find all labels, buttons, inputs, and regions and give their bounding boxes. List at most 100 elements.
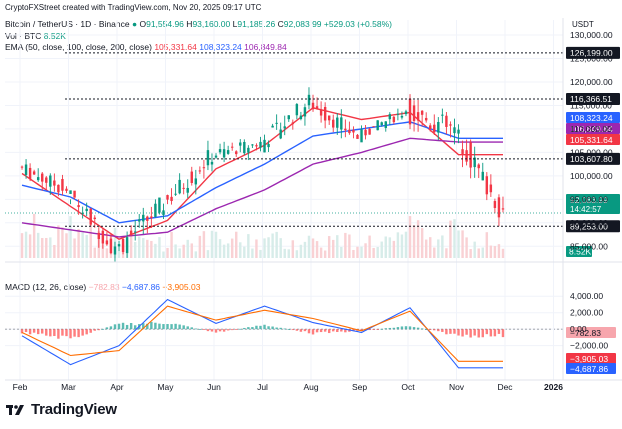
volume-row[interactable]: Vol · BTC 8.52K — [5, 31, 66, 41]
time-tick-label: Sep — [352, 382, 367, 392]
volume-bar — [388, 237, 392, 258]
macd-row[interactable]: MACD (12, 26, close) −782.83 −4,687.86 −… — [5, 282, 200, 292]
macd-histogram-bar — [125, 324, 129, 330]
candle-body — [420, 110, 424, 115]
volume-bar — [279, 238, 282, 258]
macd-histogram-bar — [489, 329, 493, 337]
ema-label: EMA (50, close, 100, close, 200, close) — [5, 42, 152, 52]
macd-histogram-bar — [352, 329, 355, 331]
candle-body — [53, 180, 56, 186]
level-badge — [566, 93, 620, 106]
attribution-text: CryptoFXStreet created with TradingView.… — [5, 3, 262, 12]
volume-bar — [198, 235, 202, 258]
time-tick-label: Dec — [497, 382, 513, 392]
candle-body — [138, 219, 141, 222]
price-badge — [566, 134, 620, 145]
macd-histogram-bar — [319, 329, 323, 333]
ema100-line — [21, 121, 503, 224]
volume-bar — [267, 237, 270, 258]
candle-body — [311, 102, 315, 110]
candle-body — [473, 157, 476, 168]
volume-bar — [275, 231, 278, 258]
macd-histogram-bar — [69, 329, 72, 339]
candle-body — [226, 150, 230, 154]
macd-histogram-bar — [303, 329, 307, 332]
macd-histogram-bar — [259, 325, 262, 330]
volume-bar — [247, 234, 250, 258]
candle-body — [327, 115, 331, 121]
macd-histogram-bar — [239, 328, 242, 330]
candle-body — [69, 190, 72, 194]
open-label: O — [139, 19, 147, 29]
macd-histogram-bar — [461, 329, 464, 337]
candle-body — [150, 216, 153, 219]
candle-body — [453, 127, 456, 134]
macd-histogram-bar — [441, 329, 444, 332]
ema-row[interactable]: EMA (50, close, 100, close, 200, close) … — [5, 42, 287, 52]
candle-body — [202, 167, 206, 169]
macd-histogram-bar — [89, 329, 92, 333]
macd-histogram-bar — [101, 328, 105, 330]
candle-body — [73, 190, 76, 198]
volume-bar — [433, 247, 436, 258]
volume-bar — [364, 243, 367, 258]
candle-body — [348, 129, 351, 134]
candle-body — [299, 115, 303, 120]
candle-body — [255, 145, 258, 147]
tradingview-logo[interactable]: TradingView — [6, 401, 117, 418]
volume-bar — [380, 241, 383, 258]
volume-bar — [263, 238, 266, 258]
candle-body — [101, 230, 105, 244]
price-badge-label: 105,331.64 — [570, 135, 613, 145]
volume-bar — [449, 220, 452, 258]
volume-bar — [138, 236, 141, 258]
macd-histogram-bar — [174, 323, 177, 330]
candle-body — [336, 117, 339, 128]
macd-histogram-bar — [469, 329, 472, 338]
macd-histogram-bar — [477, 329, 480, 338]
macd-badge — [566, 353, 616, 364]
candle-body — [24, 164, 28, 175]
volume-bar — [162, 251, 165, 258]
macd-histogram-bar — [392, 327, 396, 330]
volume-bar — [408, 216, 412, 258]
candle-body — [41, 173, 44, 182]
macd-histogram-bar — [166, 324, 169, 330]
candle-body — [372, 126, 375, 128]
macd-histogram-bar — [45, 329, 48, 336]
macd-histogram-bar — [416, 327, 420, 330]
price-tick-label: 105,000.00 — [570, 147, 613, 157]
volume-bar — [327, 236, 331, 258]
macd-histogram-bar — [332, 329, 335, 332]
macd-histogram-bar — [336, 329, 339, 333]
macd-histogram-bar — [113, 324, 117, 330]
volume-bar — [340, 246, 343, 258]
macd-histogram-bar — [247, 327, 250, 330]
macd-histogram-bar — [243, 327, 246, 330]
low-label: L — [232, 19, 238, 29]
candle-body — [279, 129, 282, 139]
volume-bar — [315, 241, 319, 258]
macd-badge-label: −4,687.86 — [570, 364, 608, 374]
macd-histogram-bar — [235, 329, 238, 330]
macd-histogram-bar — [121, 322, 125, 330]
macd-histogram-bar — [291, 329, 295, 331]
candle-body — [190, 171, 193, 183]
volume-bar — [429, 237, 432, 258]
candle-body — [485, 176, 489, 195]
volume-bar — [461, 230, 464, 258]
macd-histogram-bar — [194, 328, 198, 330]
macd-histogram-bar — [323, 329, 327, 332]
volume-bar — [424, 239, 428, 258]
volume-bar — [53, 244, 56, 258]
macd-histogram-bar — [501, 329, 505, 338]
macd-histogram-bar — [158, 323, 161, 330]
volume-bar — [372, 247, 375, 258]
macd-histogram-bar — [32, 329, 36, 333]
macd-badge-label: −782.83 — [570, 328, 601, 338]
volume-bar — [36, 232, 40, 258]
macd-histogram-bar — [154, 322, 157, 330]
time-tick-label: May — [157, 382, 174, 392]
candle-body — [133, 231, 137, 233]
